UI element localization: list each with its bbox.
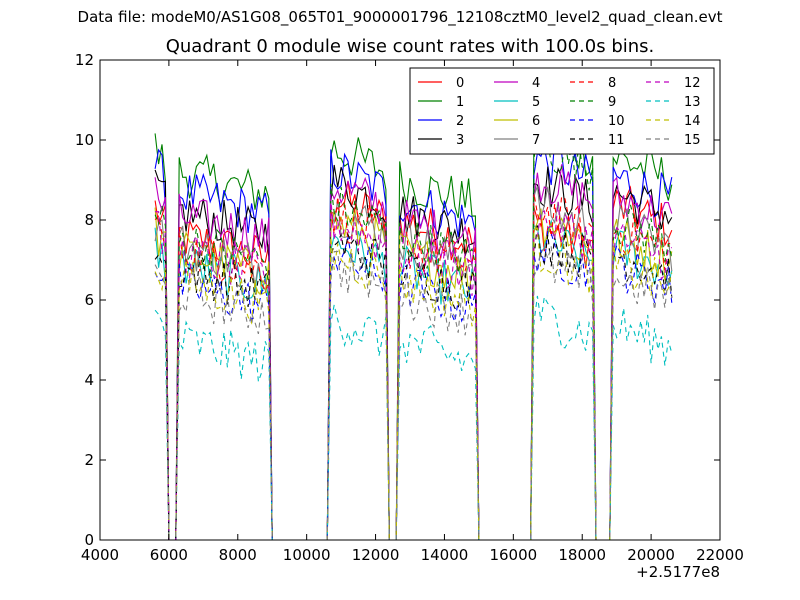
chart-title: Quadrant 0 module wise count rates with …	[165, 36, 655, 57]
series-line-11	[154, 223, 673, 541]
legend-label-11: 11	[608, 133, 625, 148]
tick-layer: 4000 6000 8000 10000 12000 14000 16000 18000 200…	[75, 51, 744, 564]
series-line-15	[154, 246, 673, 541]
data-layer	[154, 110, 673, 541]
series-line-13	[154, 295, 673, 541]
y-tick-label: 2	[84, 451, 94, 469]
legend-label-4: 4	[532, 76, 540, 91]
y-tick-label: 10	[75, 131, 94, 149]
y-tick-label: 6	[84, 291, 94, 309]
series-line-9	[154, 128, 673, 541]
legend-label-10: 10	[608, 114, 625, 129]
series-line-7	[154, 186, 673, 541]
y-tick-label: 0	[84, 531, 94, 549]
x-tick-label: 10000	[283, 546, 331, 564]
x-tick-label: 22000	[696, 546, 744, 564]
legend-label-15: 15	[684, 133, 701, 148]
series-line-3	[154, 164, 673, 541]
series-line-4	[154, 164, 673, 541]
x-tick-label: 20000	[627, 546, 675, 564]
legend-label-3: 3	[456, 133, 464, 148]
legend-label-12: 12	[684, 76, 701, 91]
legend-label-2: 2	[456, 114, 464, 129]
x-tick-label: 12000	[352, 546, 400, 564]
x-tick-label: 16000	[489, 546, 537, 564]
y-tick-label: 4	[84, 371, 94, 389]
legend-label-8: 8	[608, 76, 616, 91]
legend-label-1: 1	[456, 95, 464, 110]
legend-label-5: 5	[532, 95, 540, 110]
legend-label-6: 6	[532, 114, 540, 129]
y-tick-label: 12	[75, 51, 94, 69]
x-axis-offset-label: +2.5177e8	[636, 563, 720, 581]
series-line-0	[154, 180, 673, 541]
series-line-10	[154, 230, 673, 541]
series-line-5	[154, 219, 673, 541]
series-line-14	[154, 227, 673, 541]
series-line-2	[154, 140, 673, 541]
x-tick-label: 14000	[421, 546, 469, 564]
x-tick-label: 4000	[81, 546, 119, 564]
y-tick-label: 8	[84, 211, 94, 229]
x-tick-label: 6000	[150, 546, 188, 564]
legend-label-9: 9	[608, 95, 616, 110]
legend-label-13: 13	[684, 95, 701, 110]
legend-box	[409, 67, 715, 155]
legend-label-0: 0	[456, 76, 464, 91]
figure-suptitle: Data file: modeM0/AS1G08_065T01_90000017…	[77, 8, 723, 26]
x-tick-label: 18000	[558, 546, 606, 564]
x-tick-label: 8000	[219, 546, 257, 564]
legend-label-7: 7	[532, 133, 540, 148]
legend-label-14: 14	[684, 114, 701, 129]
